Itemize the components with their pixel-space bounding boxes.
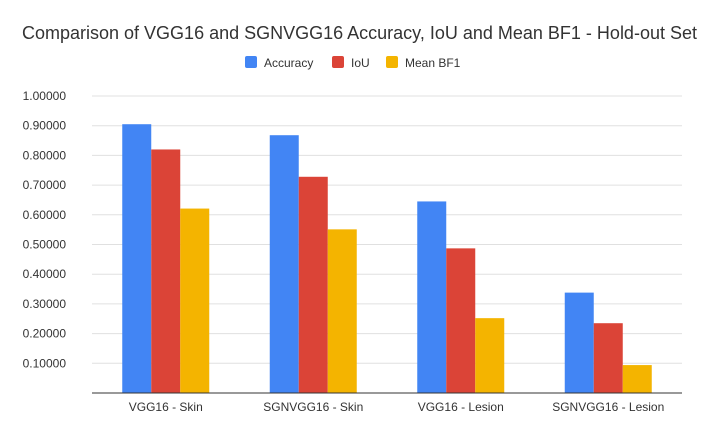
y-tick-label: 0.70000: [23, 178, 67, 192]
y-tick-label: 0.80000: [23, 148, 67, 162]
y-tick-label: 0.20000: [23, 327, 67, 341]
y-tick-label: 1.00000: [23, 89, 67, 103]
legend-swatch-iou: [332, 56, 344, 68]
bar-iou-2: [446, 248, 476, 393]
x-category-label: VGG16 - Skin: [129, 400, 203, 414]
bar-iou-0: [151, 149, 181, 393]
legend-label: Mean BF1: [405, 56, 461, 70]
y-tick-label: 0.10000: [23, 356, 67, 370]
bar-accuracy-2: [417, 201, 447, 393]
y-tick-label: 0.60000: [23, 208, 67, 222]
bar-iou-1: [298, 176, 328, 393]
legend-swatch-accuracy: [245, 56, 257, 68]
bar-mean-bf1-3: [622, 365, 652, 393]
legend-swatch-mean-bf1: [386, 56, 398, 68]
y-tick-label: 0.30000: [23, 297, 67, 311]
bar-accuracy-1: [269, 135, 299, 394]
y-axis: 0.10000 0.20000 0.30000 0.40000 0.50000 0.600…: [23, 89, 67, 370]
legend-label: IoU: [351, 56, 370, 70]
y-tick-label: 0.50000: [23, 238, 67, 252]
bar-mean-bf1-0: [180, 208, 210, 393]
legend: Accuracy IoU Mean BF1: [245, 56, 461, 70]
x-category-label: SGNVGG16 - Skin: [263, 400, 363, 414]
y-tick-label: 0.90000: [23, 119, 67, 133]
legend-label: Accuracy: [264, 56, 313, 70]
x-category-label: VGG16 - Lesion: [418, 400, 504, 414]
x-category-label: SGNVGG16 - Lesion: [552, 400, 664, 414]
bar-accuracy-0: [122, 124, 152, 393]
x-axis: VGG16 - Skin SGNVGG16 - Skin VGG16 - Lesio…: [129, 400, 665, 414]
bar-iou-3: [593, 323, 623, 393]
bar-mean-bf1-1: [327, 229, 357, 393]
bar-mean-bf1-2: [475, 318, 505, 393]
bars: [122, 124, 652, 394]
bar-accuracy-3: [564, 292, 594, 393]
y-tick-label: 0.40000: [23, 267, 67, 281]
chart-title: Comparison of VGG16 and SGNVGG16 Accurac…: [22, 23, 697, 43]
